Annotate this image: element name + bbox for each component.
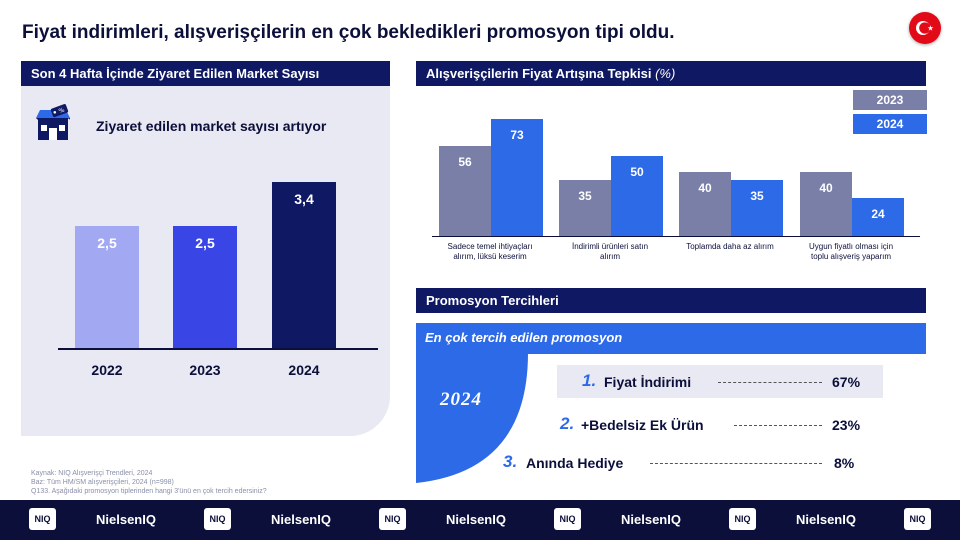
market-count-baseline (58, 348, 378, 350)
price-reaction-bar-2023 (559, 180, 611, 236)
store-icon: % (34, 104, 74, 144)
promo-item-pct: 8% (834, 455, 855, 471)
legend-2023: 2023 (853, 90, 927, 110)
promo-year: 2024 (440, 389, 482, 410)
price-reaction-bar-2024 (491, 119, 543, 236)
price-reaction-bar-2023 (679, 172, 731, 236)
svg-text:%: % (58, 106, 66, 115)
category-label-line: Toplamda daha az alırım (686, 242, 774, 251)
promo-item-name: Anında Hediye (526, 455, 624, 471)
market-count-year-label: 2022 (91, 362, 123, 378)
legend-2024: 2024 (853, 114, 927, 134)
price-reaction-bar-2023 (439, 146, 491, 236)
market-count-value-label: 2,5 (195, 234, 215, 251)
market-count-subtitle: Ziyaret edilen market sayısı artıyor (96, 118, 327, 134)
category-label-line: Sadece temel ihtiyaçları (447, 242, 533, 251)
price-reaction-category-label: İndirimli ürünleri satın alırım (551, 242, 669, 262)
market-count-value-label: 2,5 (97, 234, 117, 251)
promo-item-pct: 23% (832, 417, 861, 433)
price-reaction-value-label: 35 (750, 189, 764, 203)
price-reaction-bar-2024 (611, 156, 663, 236)
nielseniq-wordmark: NielsenIQ (446, 512, 506, 527)
price-reaction-value-label: 35 (578, 189, 592, 203)
market-count-bar-2023 (173, 225, 237, 348)
promo-item-name: +Bedelsiz Ek Ürün (581, 417, 704, 433)
category-label-line: alırım (600, 252, 620, 261)
price-reaction-title: Alışverişçilerin Fiyat Artışına Tepkisi (426, 66, 652, 81)
price-reaction-header: Alışverişçilerin Fiyat Artışına Tepkisi … (416, 61, 926, 86)
promo-rank1-highlight (557, 365, 883, 398)
nielseniq-wordmark: NielsenIQ (621, 512, 681, 527)
category-label-line: alırım, lüksü keserim (453, 252, 527, 261)
promo-year-shape (416, 353, 528, 483)
price-reaction-unit: (%) (655, 66, 676, 81)
promo-rank-number: 3. (503, 452, 518, 471)
nielseniq-wordmark: NielsenIQ (96, 512, 156, 527)
market-count-header: Son 4 Hafta İçinde Ziyaret Edilen Market… (21, 61, 390, 86)
price-reaction-baseline (432, 236, 920, 237)
niq-logo-badge: NIQ (204, 508, 231, 530)
price-reaction-category-label: Toplamda daha az alırım (671, 242, 789, 252)
price-reaction-value-label: 24 (871, 206, 885, 221)
promo-rank-number: 2. (560, 414, 575, 433)
category-label-line: Uygun fiyatlı olması için (808, 242, 894, 251)
footer-bar: NIQ NielsenIQ NIQ NielsenIQ NIQ NielsenI… (0, 500, 960, 540)
niq-logo-badge: NIQ (29, 508, 56, 530)
market-count-year-label: 2023 (189, 362, 221, 378)
category-label-line: İndirimli ürünleri satın (571, 242, 649, 251)
price-reaction-value-label: 50 (630, 165, 644, 179)
price-reaction-value-label: 73 (510, 128, 524, 143)
price-reaction-value-label: 40 (698, 181, 712, 195)
page-title: Fiyat indirimleri, alışverişçilerin en ç… (22, 22, 675, 43)
nielseniq-wordmark: NielsenIQ (271, 512, 331, 527)
nielseniq-wordmark: NielsenIQ (796, 512, 856, 527)
niq-logo-badge: NIQ (729, 508, 756, 530)
market-count-value-label: 3,4 (294, 190, 314, 207)
price-reaction-value-label: 40 (819, 181, 833, 195)
promo-item-pct: 67% (832, 374, 861, 390)
niq-logo-badge: NIQ (904, 508, 931, 530)
source-line: Q133. Aşağıdaki promosyon tiplerinden ha… (31, 488, 267, 495)
promo-rank-number: 1. (582, 371, 597, 390)
niq-logo-badge: NIQ (554, 508, 581, 530)
category-label-line: toplu alışveriş yaparım (810, 252, 892, 261)
price-reaction-value-label: 56 (458, 155, 472, 170)
market-count-year-label: 2024 (288, 362, 320, 378)
market-count-bar-2022 (75, 225, 139, 348)
source-line: Baz: Tüm HM/SM alışverişçileri, 2024 (n=… (31, 479, 174, 486)
source-note: Kaynak: NIQ Alışverişçi Trendleri, 2024 … (31, 469, 267, 496)
price-reaction-category-label: Uygun fiyatlı olması için toplu alışveriş… (792, 242, 910, 262)
promo-item-name: Fiyat İndirimi (604, 374, 692, 390)
promo-dash (734, 425, 822, 426)
price-reaction-bar-2023 (800, 172, 852, 236)
turkey-flag-icon (909, 12, 941, 44)
niq-logo-badge: NIQ (379, 508, 406, 530)
promo-dash (650, 463, 822, 464)
promo-subheader: En çok tercih edilen promosyon (416, 323, 926, 354)
promo-dash (718, 382, 822, 383)
price-reaction-bar-2024 (852, 197, 904, 236)
market-count-bar-2024 (272, 181, 336, 348)
source-line: Kaynak: NIQ Alışverişçi Trendleri, 2024 (31, 470, 153, 477)
price-reaction-category-label: Sadece temel ihtiyaçları alırım, lüksü ke… (431, 242, 549, 262)
price-reaction-bar-2024 (731, 180, 783, 236)
promo-header: Promosyon Tercihleri (416, 288, 926, 313)
